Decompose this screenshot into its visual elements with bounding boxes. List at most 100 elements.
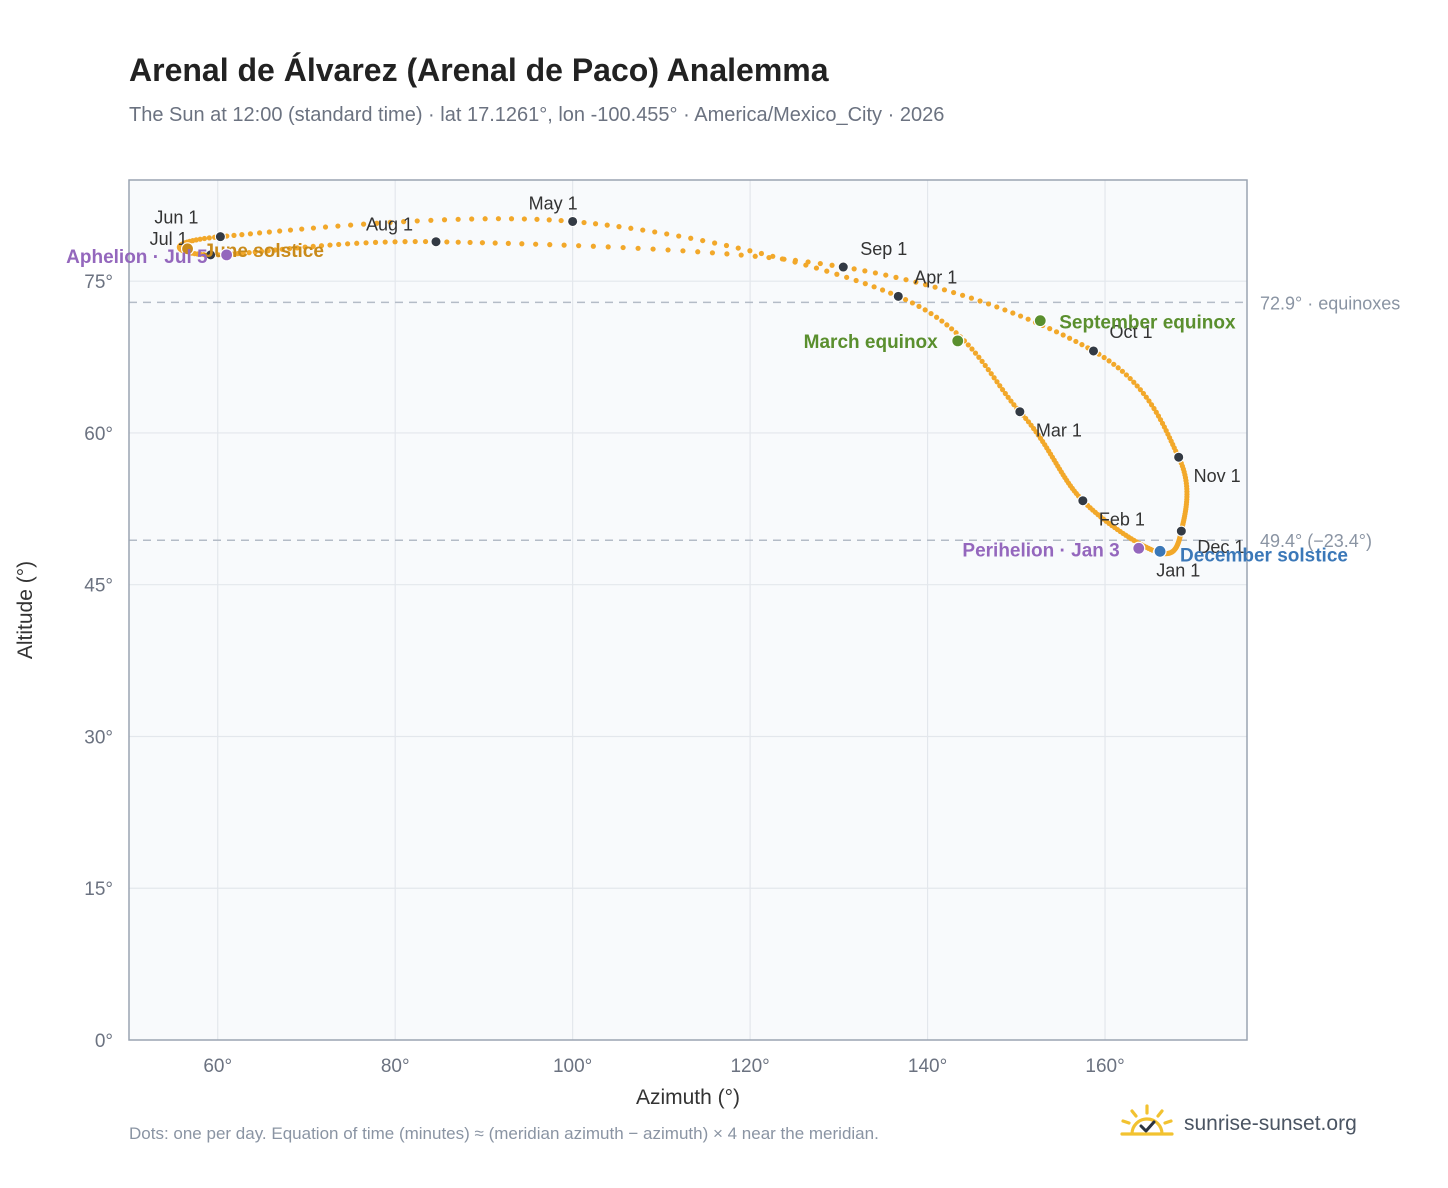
daily-dot xyxy=(1008,398,1014,404)
daily-dot xyxy=(616,224,622,230)
daily-dot xyxy=(412,238,418,245)
daily-dot xyxy=(893,274,899,280)
daily-dot xyxy=(467,239,473,246)
event-label: December solstice xyxy=(1180,545,1348,566)
daily-dot xyxy=(1023,415,1029,422)
x-tick-label: 60° xyxy=(203,1056,232,1077)
daily-dot xyxy=(1073,338,1079,345)
grid-lines xyxy=(129,180,1247,1040)
daily-dot xyxy=(327,242,333,248)
daily-dot xyxy=(805,259,811,265)
month-label: Aug 1 xyxy=(366,215,413,235)
daily-dot xyxy=(414,218,420,224)
daily-dot xyxy=(829,262,835,268)
daily-dot xyxy=(239,232,245,238)
daily-dot xyxy=(469,216,475,222)
daily-dot xyxy=(1101,354,1107,361)
event-label: September equinox xyxy=(1059,313,1236,334)
x-axis-label: Azimuth (°) xyxy=(636,1086,740,1109)
sun-logo-icon xyxy=(1120,1103,1174,1145)
event-label: Aphelion · Jul 5 xyxy=(66,247,208,268)
month-marker xyxy=(1087,345,1099,357)
y-tick-label: 60° xyxy=(84,424,113,445)
daily-dot xyxy=(909,300,916,306)
daily-dot xyxy=(628,225,634,231)
daily-dot xyxy=(913,279,919,285)
daily-dot xyxy=(724,251,730,257)
daily-dot xyxy=(1017,313,1024,319)
daily-dot xyxy=(953,330,959,336)
daily-dot xyxy=(650,246,656,252)
daily-dot xyxy=(534,216,540,222)
daily-dot xyxy=(558,217,564,224)
daily-dot xyxy=(1106,358,1112,364)
daily-dot xyxy=(977,298,983,304)
event-marker xyxy=(951,334,965,348)
daily-dot xyxy=(508,216,515,222)
daily-dot xyxy=(972,350,979,356)
reference-line-label: 49.4° (−23.4°) xyxy=(1260,531,1372,551)
daily-dot xyxy=(712,240,718,246)
daily-dot xyxy=(883,272,889,278)
chart-title: Arenal de Álvarez (Arenal de Paco) Anale… xyxy=(129,52,829,88)
daily-dot xyxy=(834,271,840,277)
daily-dot xyxy=(959,292,966,298)
daily-dot xyxy=(968,295,975,301)
daily-dot xyxy=(1131,379,1137,385)
daily-dot xyxy=(521,216,527,222)
month-marker xyxy=(214,231,226,243)
daily-dot xyxy=(879,287,886,293)
month-label: Jun 1 xyxy=(154,208,198,228)
daily-dot xyxy=(813,265,820,271)
month-marker xyxy=(430,236,442,248)
daily-dot xyxy=(299,226,305,232)
daily-dot xyxy=(738,252,744,258)
y-axis-label: Altitude (°) xyxy=(14,561,37,659)
daily-dot xyxy=(335,223,341,229)
daily-dot xyxy=(652,229,658,235)
daily-dot xyxy=(676,233,682,239)
daily-dot xyxy=(402,239,408,245)
daily-dot xyxy=(479,240,486,246)
daily-dot xyxy=(374,220,380,226)
daily-dot xyxy=(664,231,670,237)
daily-dot xyxy=(792,257,799,264)
daily-dot xyxy=(752,253,758,259)
daily-dot xyxy=(723,242,730,249)
x-tick-label: 120° xyxy=(730,1056,769,1077)
daily-dot xyxy=(492,240,498,246)
daily-dot xyxy=(482,216,488,222)
plot-background xyxy=(129,180,1247,1040)
daily-dot xyxy=(871,284,877,290)
daily-dot xyxy=(928,310,934,317)
daily-dot xyxy=(1060,332,1066,338)
daily-dot xyxy=(401,219,407,225)
daily-dot xyxy=(824,268,830,274)
daily-dot xyxy=(997,383,1003,389)
brand-logo: sunrise-sunset.org xyxy=(1120,1102,1357,1146)
daily-dot xyxy=(294,245,300,251)
daily-dot xyxy=(422,238,429,245)
daily-dot xyxy=(994,304,1000,310)
daily-dot xyxy=(680,248,686,254)
daily-dot xyxy=(336,241,342,248)
y-tick-label: 45° xyxy=(84,576,113,597)
daily-dot xyxy=(1005,394,1011,400)
daily-dot xyxy=(348,222,354,228)
daily-dot xyxy=(951,289,957,296)
daily-dot xyxy=(287,245,293,252)
daily-dot xyxy=(505,240,511,246)
daily-dot xyxy=(766,254,772,261)
daily-dot xyxy=(888,290,894,296)
daily-dot xyxy=(620,244,626,251)
month-marker xyxy=(1077,495,1089,507)
month-label: Oct 1 xyxy=(1109,322,1152,342)
daily-dot xyxy=(1111,361,1117,367)
month-label: Jan 1 xyxy=(1156,560,1200,580)
event-label: June solstice xyxy=(204,241,324,262)
daily-dot xyxy=(382,239,388,245)
month-marker xyxy=(837,261,849,273)
daily-dot xyxy=(934,314,940,320)
event-marker xyxy=(1033,314,1047,328)
